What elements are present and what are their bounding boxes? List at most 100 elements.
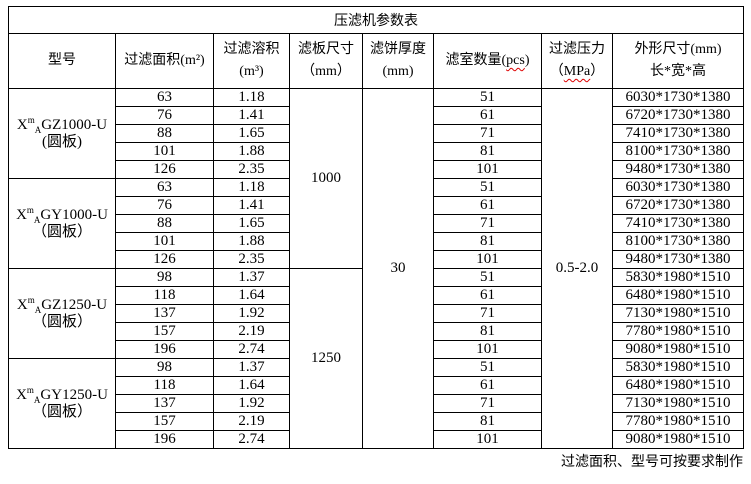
table-row: 101 1.88 81 8100*1730*1380 xyxy=(9,232,744,251)
dimension-cell: 7780*1980*1510 xyxy=(612,322,744,341)
table-row: 126 2.35 101 9480*1730*1380 xyxy=(9,160,744,179)
area-cell: 126 xyxy=(115,250,214,269)
volume-cell: 1.37 xyxy=(213,358,290,377)
chamber-cell: 81 xyxy=(433,412,542,431)
header-cake-thickness: 滤饼厚度 (mm) xyxy=(362,33,434,89)
dimension-cell: 5830*1980*1510 xyxy=(612,358,744,377)
area-cell: 157 xyxy=(115,412,214,431)
dimension-cell: 7130*1980*1510 xyxy=(612,304,744,323)
model-name: XmAGY1250-U xyxy=(16,384,108,405)
dimension-cell: 9480*1730*1380 xyxy=(612,160,744,179)
table-row: 137 1.92 71 7130*1980*1510 xyxy=(9,394,744,413)
chamber-cell: 61 xyxy=(433,106,542,125)
dimension-cell: 6720*1730*1380 xyxy=(612,196,744,215)
table-title: 压滤机参数表 xyxy=(8,6,744,34)
header-overall-dimensions: 外形尺寸(mm) 长*宽*高 xyxy=(612,33,744,89)
chamber-cell: 101 xyxy=(433,430,542,449)
chamber-cell: 101 xyxy=(433,160,542,179)
volume-cell: 1.41 xyxy=(213,106,290,125)
header-plate-size: 滤板尺寸 （mm） xyxy=(289,33,363,89)
spellcheck-underline: MPa xyxy=(563,64,591,79)
area-cell: 88 xyxy=(115,124,214,143)
dimension-cell: 6030*1730*1380 xyxy=(612,88,744,107)
chamber-cell: 61 xyxy=(433,196,542,215)
header-filter-pressure: 过滤压力 （MPa） xyxy=(541,33,613,89)
model-note: (圆板) xyxy=(42,133,82,150)
dimension-cell: 6030*1730*1380 xyxy=(612,178,744,197)
volume-cell: 1.64 xyxy=(213,286,290,305)
area-cell: 101 xyxy=(115,142,214,161)
area-cell: 118 xyxy=(115,376,214,395)
volume-cell: 1.88 xyxy=(213,232,290,251)
volume-cell: 2.35 xyxy=(213,250,290,269)
chamber-cell: 101 xyxy=(433,250,542,269)
chamber-cell: 51 xyxy=(433,358,542,377)
volume-cell: 1.92 xyxy=(213,394,290,413)
volume-cell: 1.92 xyxy=(213,304,290,323)
dimension-cell: 9080*1980*1510 xyxy=(612,430,744,449)
model-cell: XmAGZ1250-U （圆板） xyxy=(8,268,116,359)
table-row: 157 2.19 81 7780*1980*1510 xyxy=(9,322,744,341)
plate-size-cell: 1000 xyxy=(289,88,363,269)
volume-cell: 1.18 xyxy=(213,178,290,197)
title-row: 压滤机参数表 xyxy=(8,6,744,34)
area-cell: 76 xyxy=(115,196,214,215)
chamber-cell: 51 xyxy=(433,178,542,197)
chamber-cell: 71 xyxy=(433,394,542,413)
dimension-cell: 7130*1980*1510 xyxy=(612,394,744,413)
table-row: 196 2.74 101 9080*1980*1510 xyxy=(9,430,744,449)
table-row: 157 2.19 81 7780*1980*1510 xyxy=(9,412,744,431)
model-note: （圆板） xyxy=(31,313,92,330)
dimension-cell: 9480*1730*1380 xyxy=(612,250,744,269)
model-cell: XmAGY1250-U （圆板） xyxy=(8,358,116,449)
volume-cell: 1.37 xyxy=(213,268,290,287)
model-cell: XmAGZ1000-U (圆板) xyxy=(8,88,116,179)
volume-cell: 1.65 xyxy=(213,124,290,143)
volume-cell: 1.18 xyxy=(213,88,290,107)
volume-cell: 1.88 xyxy=(213,142,290,161)
volume-cell: 1.65 xyxy=(213,214,290,233)
volume-cell: 2.35 xyxy=(213,160,290,179)
chamber-cell: 81 xyxy=(433,322,542,341)
table-row: XmAGY1250-U （圆板） 98 1.37 51 5830*1980*15… xyxy=(8,358,744,449)
chamber-cell: 71 xyxy=(433,304,542,323)
area-cell: 76 xyxy=(115,106,214,125)
table-row: 101 1.88 81 8100*1730*1380 xyxy=(9,142,744,161)
chamber-cell: 61 xyxy=(433,376,542,395)
table-row: XmAGZ1000-U (圆板) 63 1.18 1000 30 51 0.5-… xyxy=(8,88,744,449)
area-cell: 63 xyxy=(115,88,214,107)
volume-cell: 2.74 xyxy=(213,340,290,359)
header-row: 型号 过滤面积(m²) 过滤溶积 (m³) 滤板尺寸 （mm） 滤饼厚度 (mm) 滤… xyxy=(8,33,744,89)
volume-cell: 2.19 xyxy=(213,322,290,341)
model-name: XmAGY1000-U xyxy=(16,204,108,225)
filter-press-parameters-table: 压滤机参数表 型号 过滤面积(m²) 过滤溶积 (m³) 滤板尺寸 （mm） 滤饼厚… xyxy=(8,6,744,449)
dimension-cell: 8100*1730*1380 xyxy=(612,142,744,161)
area-cell: 98 xyxy=(115,358,214,377)
volume-cell: 1.64 xyxy=(213,376,290,395)
area-cell: 118 xyxy=(115,286,214,305)
dimension-cell: 7410*1730*1380 xyxy=(612,124,744,143)
footer-note: 过滤面积、型号可按要求制作 xyxy=(561,455,743,470)
plate-size-cell: 1250 xyxy=(289,268,363,449)
area-cell: 88 xyxy=(115,214,214,233)
area-cell: 101 xyxy=(115,232,214,251)
chamber-cell: 101 xyxy=(433,340,542,359)
model-name: XmAGZ1000-U xyxy=(16,114,108,135)
area-cell: 157 xyxy=(115,322,214,341)
chamber-cell: 71 xyxy=(433,124,542,143)
header-model: 型号 xyxy=(8,33,116,89)
area-cell: 137 xyxy=(115,304,214,323)
header-chamber-quantity: 滤室数量(pcs) xyxy=(433,33,542,89)
dimension-cell: 5830*1980*1510 xyxy=(612,268,744,287)
dimension-cell: 6480*1980*1510 xyxy=(612,376,744,395)
area-cell: 196 xyxy=(115,430,214,449)
table-row: 88 1.65 71 7410*1730*1380 xyxy=(9,214,744,233)
area-cell: 126 xyxy=(115,160,214,179)
volume-cell: 2.74 xyxy=(213,430,290,449)
dimension-cell: 7410*1730*1380 xyxy=(612,214,744,233)
chamber-cell: 81 xyxy=(433,232,542,251)
chamber-cell: 81 xyxy=(433,142,542,161)
header-filter-area: 过滤面积(m²) xyxy=(115,33,214,89)
chamber-cell: 51 xyxy=(433,88,542,107)
model-note: （圆板） xyxy=(31,403,92,420)
